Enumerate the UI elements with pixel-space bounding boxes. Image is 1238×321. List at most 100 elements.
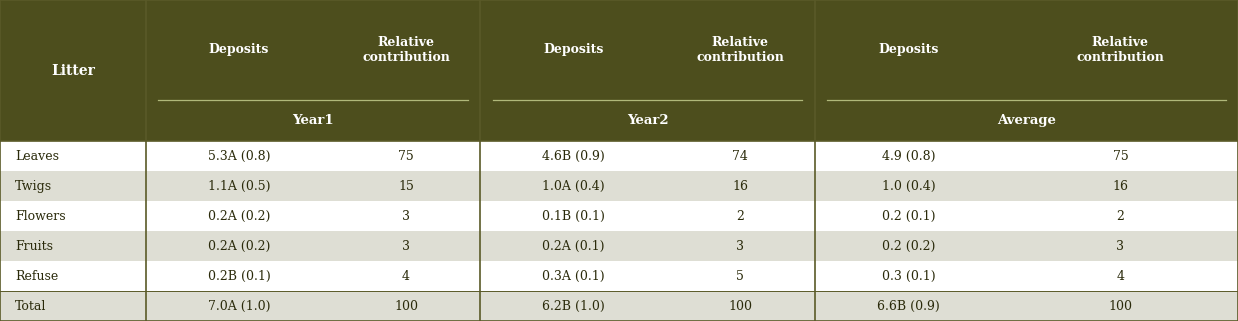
Bar xyxy=(815,0,1003,100)
Text: Year1: Year1 xyxy=(292,114,334,127)
Bar xyxy=(0,0,146,141)
Text: 0.1B (0.1): 0.1B (0.1) xyxy=(542,210,604,223)
Text: 100: 100 xyxy=(1108,299,1133,313)
Bar xyxy=(815,261,1003,291)
Bar xyxy=(480,291,666,321)
Text: 4.6B (0.9): 4.6B (0.9) xyxy=(542,150,604,163)
Bar xyxy=(815,141,1003,171)
Bar xyxy=(1003,201,1238,231)
Text: 16: 16 xyxy=(733,180,748,193)
Text: Deposits: Deposits xyxy=(879,43,938,56)
Bar xyxy=(666,291,815,321)
Text: 15: 15 xyxy=(399,180,413,193)
Bar xyxy=(666,171,815,201)
Text: 2: 2 xyxy=(737,210,744,223)
Bar xyxy=(0,141,146,171)
Text: 1.1A (0.5): 1.1A (0.5) xyxy=(208,180,270,193)
Text: 75: 75 xyxy=(399,150,413,163)
Text: 0.2A (0.1): 0.2A (0.1) xyxy=(542,239,604,253)
Bar xyxy=(1003,231,1238,261)
Text: 0.2 (0.2): 0.2 (0.2) xyxy=(881,239,936,253)
Text: Fruits: Fruits xyxy=(15,239,53,253)
Bar xyxy=(666,141,815,171)
Text: 74: 74 xyxy=(733,150,748,163)
Bar xyxy=(0,291,146,321)
Text: Litter: Litter xyxy=(51,64,95,78)
Text: 100: 100 xyxy=(728,299,753,313)
Bar xyxy=(146,291,332,321)
Text: 6.6B (0.9): 6.6B (0.9) xyxy=(878,299,940,313)
Bar xyxy=(666,0,815,100)
Bar xyxy=(0,261,146,291)
Bar xyxy=(146,0,332,100)
Text: Relative
contribution: Relative contribution xyxy=(1077,36,1164,64)
Text: 75: 75 xyxy=(1113,150,1128,163)
Bar xyxy=(666,231,815,261)
Bar xyxy=(146,201,332,231)
Text: 100: 100 xyxy=(394,299,418,313)
Bar xyxy=(146,261,332,291)
Bar xyxy=(1003,0,1238,100)
Bar xyxy=(1003,261,1238,291)
Bar xyxy=(480,261,666,291)
Bar xyxy=(332,0,480,100)
Bar xyxy=(0,171,146,201)
Bar xyxy=(480,100,815,141)
Text: Leaves: Leaves xyxy=(15,150,59,163)
Text: 2: 2 xyxy=(1117,210,1124,223)
Text: 0.2A (0.2): 0.2A (0.2) xyxy=(208,239,270,253)
Text: Deposits: Deposits xyxy=(543,43,603,56)
Text: Relative
contribution: Relative contribution xyxy=(363,36,449,64)
Text: 0.2B (0.1): 0.2B (0.1) xyxy=(208,270,270,282)
Bar xyxy=(1003,291,1238,321)
Bar xyxy=(146,171,332,201)
Text: 7.0A (1.0): 7.0A (1.0) xyxy=(208,299,270,313)
Bar xyxy=(146,231,332,261)
Text: 16: 16 xyxy=(1113,180,1128,193)
Bar xyxy=(480,231,666,261)
Bar xyxy=(480,141,666,171)
Text: 0.2A (0.2): 0.2A (0.2) xyxy=(208,210,270,223)
Bar xyxy=(815,201,1003,231)
Text: 3: 3 xyxy=(737,239,744,253)
Text: 4: 4 xyxy=(402,270,410,282)
Bar xyxy=(1003,141,1238,171)
Text: 1.0A (0.4): 1.0A (0.4) xyxy=(542,180,604,193)
Text: 0.3A (0.1): 0.3A (0.1) xyxy=(542,270,604,282)
Bar xyxy=(480,0,666,100)
Bar xyxy=(480,171,666,201)
Bar xyxy=(666,201,815,231)
Text: Relative
contribution: Relative contribution xyxy=(697,36,784,64)
Bar xyxy=(480,201,666,231)
Text: 3: 3 xyxy=(402,239,410,253)
Text: 5: 5 xyxy=(737,270,744,282)
Text: 0.3 (0.1): 0.3 (0.1) xyxy=(881,270,936,282)
Bar xyxy=(332,141,480,171)
Bar xyxy=(815,231,1003,261)
Bar xyxy=(146,141,332,171)
Bar xyxy=(815,291,1003,321)
Bar xyxy=(332,231,480,261)
Text: 3: 3 xyxy=(1117,239,1124,253)
Text: 4.9 (0.8): 4.9 (0.8) xyxy=(881,150,936,163)
Bar xyxy=(0,201,146,231)
Bar xyxy=(1003,171,1238,201)
Text: 4: 4 xyxy=(1117,270,1124,282)
Text: Refuse: Refuse xyxy=(15,270,58,282)
Bar xyxy=(332,201,480,231)
Bar xyxy=(666,261,815,291)
Bar xyxy=(146,100,480,141)
Text: Deposits: Deposits xyxy=(209,43,269,56)
Bar xyxy=(815,100,1238,141)
Text: Flowers: Flowers xyxy=(15,210,66,223)
Text: Average: Average xyxy=(997,114,1056,127)
Text: 5.3A (0.8): 5.3A (0.8) xyxy=(208,150,270,163)
Text: Twigs: Twigs xyxy=(15,180,52,193)
Bar xyxy=(332,291,480,321)
Text: 1.0 (0.4): 1.0 (0.4) xyxy=(881,180,936,193)
Text: 3: 3 xyxy=(402,210,410,223)
Bar xyxy=(0,231,146,261)
Text: Total: Total xyxy=(15,299,46,313)
Bar xyxy=(332,171,480,201)
Bar xyxy=(332,261,480,291)
